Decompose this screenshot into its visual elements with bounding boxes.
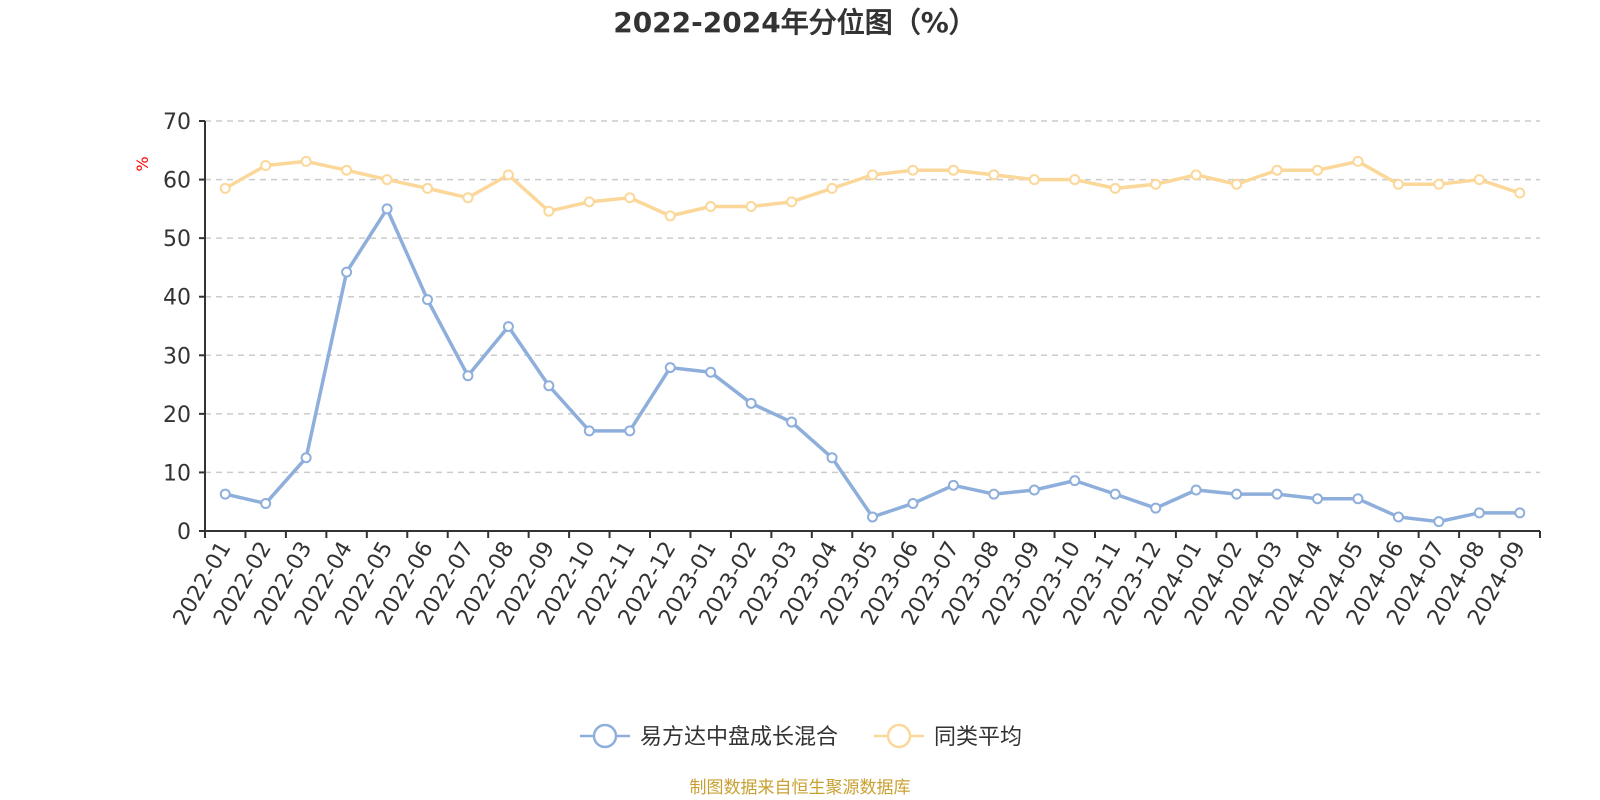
data-point[interactable] bbox=[705, 366, 717, 378]
data-point[interactable] bbox=[1028, 174, 1040, 186]
data-point[interactable] bbox=[988, 169, 1000, 181]
data-point[interactable] bbox=[219, 488, 231, 500]
data-point[interactable] bbox=[1433, 178, 1445, 190]
data-point[interactable] bbox=[502, 321, 514, 333]
data-point[interactable] bbox=[462, 370, 474, 382]
data-point[interactable] bbox=[1190, 484, 1202, 496]
data-point[interactable] bbox=[1150, 178, 1162, 190]
data-point[interactable] bbox=[947, 164, 959, 176]
data-point[interactable] bbox=[867, 511, 878, 523]
data-point[interactable] bbox=[1190, 169, 1202, 181]
legend-marker bbox=[886, 723, 912, 749]
data-point[interactable] bbox=[947, 479, 959, 491]
data-point[interactable] bbox=[260, 160, 272, 172]
data-point[interactable] bbox=[543, 205, 555, 217]
data-point[interactable] bbox=[867, 169, 878, 181]
legend-item[interactable]: 同类平均 bbox=[874, 723, 1022, 750]
data-point[interactable] bbox=[543, 380, 555, 392]
data-point[interactable] bbox=[907, 164, 919, 176]
data-point[interactable] bbox=[1271, 164, 1283, 176]
data-point[interactable] bbox=[826, 182, 838, 194]
series-1 bbox=[219, 155, 1526, 222]
y-tick-label: 0 bbox=[177, 520, 191, 545]
data-point[interactable] bbox=[583, 196, 595, 208]
data-point[interactable] bbox=[745, 201, 757, 213]
data-point[interactable] bbox=[381, 174, 393, 186]
data-point[interactable] bbox=[1109, 182, 1121, 194]
data-point[interactable] bbox=[664, 362, 676, 374]
data-point[interactable] bbox=[422, 294, 433, 306]
axes: 0102030405060702022-012022-022022-032022… bbox=[163, 110, 1541, 630]
data-point[interactable] bbox=[1392, 511, 1404, 523]
data-point[interactable] bbox=[341, 164, 353, 176]
data-point[interactable] bbox=[1231, 178, 1243, 190]
data-point[interactable] bbox=[1514, 507, 1526, 519]
data-point[interactable] bbox=[219, 182, 231, 194]
data-point[interactable] bbox=[664, 210, 676, 222]
data-point[interactable] bbox=[826, 452, 838, 464]
data-point[interactable] bbox=[786, 416, 798, 428]
data-point[interactable] bbox=[583, 425, 595, 437]
data-point[interactable] bbox=[260, 497, 272, 509]
y-tick-label: 50 bbox=[163, 227, 191, 252]
legend[interactable]: 易方达中盘成长混合 同类平均 bbox=[580, 723, 1022, 750]
data-point[interactable] bbox=[624, 192, 636, 204]
legend-label: 同类平均 bbox=[934, 725, 1022, 750]
legend-label: 易方达中盘成长混合 bbox=[640, 725, 838, 750]
data-point[interactable] bbox=[1150, 502, 1162, 514]
y-tick-label: 10 bbox=[163, 461, 191, 486]
y-tick-label: 30 bbox=[163, 344, 191, 369]
data-point[interactable] bbox=[1392, 178, 1404, 190]
data-point[interactable] bbox=[300, 155, 312, 167]
data-point[interactable] bbox=[907, 497, 919, 509]
data-point[interactable] bbox=[1069, 475, 1081, 487]
data-point[interactable] bbox=[1028, 484, 1040, 496]
y-tick-label: 60 bbox=[163, 169, 191, 194]
y-tick-label: 70 bbox=[163, 110, 191, 135]
data-point[interactable] bbox=[1352, 155, 1364, 167]
legend-item[interactable]: 易方达中盘成长混合 bbox=[580, 723, 838, 750]
data-point[interactable] bbox=[988, 488, 1000, 500]
data-point[interactable] bbox=[300, 452, 312, 464]
series-line bbox=[224, 207, 1520, 524]
source-footer: 制图数据来自恒生聚源数据库 bbox=[690, 778, 911, 798]
data-point[interactable] bbox=[786, 196, 798, 208]
data-point[interactable] bbox=[1352, 493, 1364, 505]
data-point[interactable] bbox=[502, 169, 514, 181]
data-point[interactable] bbox=[422, 182, 433, 194]
data-point[interactable] bbox=[462, 192, 474, 204]
data-point[interactable] bbox=[1514, 187, 1526, 199]
data-point[interactable] bbox=[1312, 493, 1323, 505]
y-tick-label: 40 bbox=[163, 286, 191, 311]
data-point[interactable] bbox=[1231, 488, 1243, 500]
data-point[interactable] bbox=[705, 201, 717, 213]
y-axis-label: % bbox=[133, 156, 152, 171]
data-point[interactable] bbox=[1271, 488, 1283, 500]
chart-title: 2022-2024年分位图（%） bbox=[613, 6, 977, 39]
data-point[interactable] bbox=[1433, 516, 1445, 528]
data-point[interactable] bbox=[1109, 488, 1121, 500]
data-point[interactable] bbox=[1473, 174, 1485, 186]
data-point[interactable] bbox=[1312, 164, 1323, 176]
data-point[interactable] bbox=[624, 425, 636, 437]
series-0 bbox=[219, 203, 1526, 528]
data-point[interactable] bbox=[1473, 507, 1485, 519]
data-point[interactable] bbox=[341, 266, 353, 278]
data-point[interactable] bbox=[381, 203, 393, 215]
y-tick-label: 20 bbox=[163, 403, 191, 428]
legend-marker bbox=[592, 723, 618, 749]
series-lines bbox=[219, 155, 1526, 528]
data-point[interactable] bbox=[1069, 174, 1081, 186]
data-point[interactable] bbox=[745, 397, 757, 409]
